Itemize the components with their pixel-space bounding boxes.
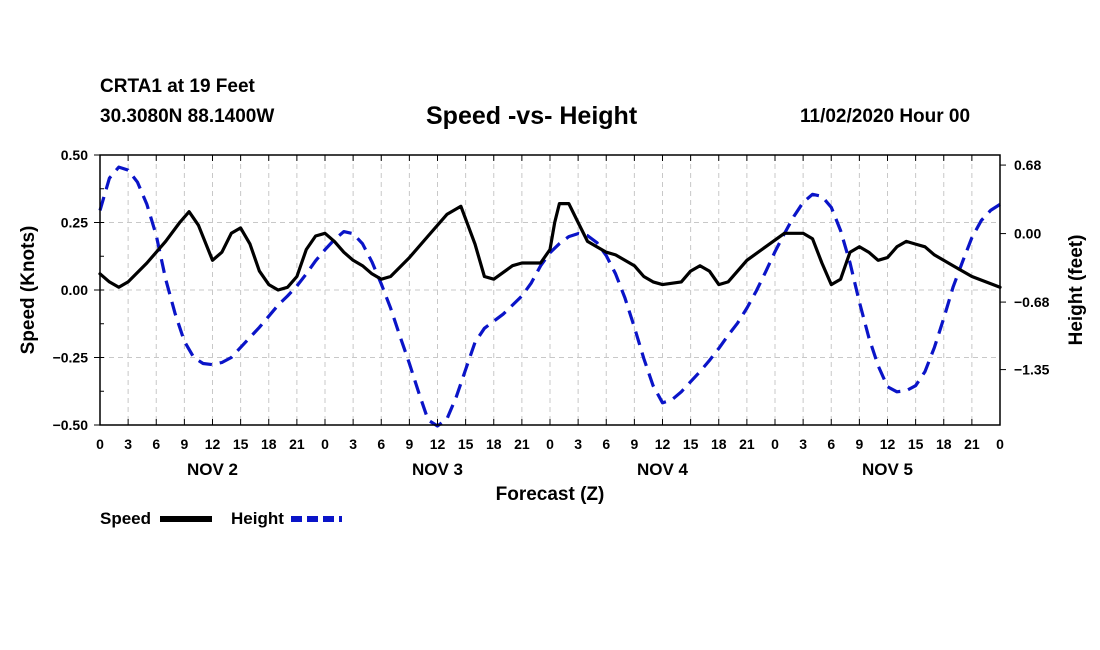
x-tick-label: 18 [261,436,277,452]
y-right-tick-label: 0.68 [1014,157,1041,173]
legend-height-label: Height [231,509,284,528]
y-left-tick-label: 0.25 [61,215,88,231]
speed-line [98,202,1002,292]
x-tick-label: 6 [377,436,385,452]
axes: 0 3 6 9 12 15 18 21 0 3 6 9 12 15 18 21 0 3 6 9 12 15 18 21 0 3 6 9… [53,147,1050,479]
x-tick-label: 21 [739,436,755,452]
x-tick-label: 6 [827,436,835,452]
day-label: NOV 2 [187,460,238,479]
x-tick-label: 15 [233,436,249,452]
x-tick-label: 3 [799,436,807,452]
y-right-tick-label: −0.68 [1014,294,1050,310]
x-tick-label: 18 [486,436,502,452]
day-label: NOV 3 [412,460,463,479]
x-tick-label: 18 [711,436,727,452]
x-tick-label: 0 [996,436,1004,452]
y-left-tick-label: −0.50 [53,417,89,433]
x-tick-label: 0 [96,436,104,452]
x-tick-label: 0 [546,436,554,452]
y-left-tick-label: 0.50 [61,147,88,163]
x-tick-label: 6 [602,436,610,452]
x-tick-label: 3 [124,436,132,452]
x-tick-label: 9 [630,436,638,452]
y-axis-left-label: Speed (Knots) [18,226,39,355]
x-tick-label: 9 [180,436,188,452]
legend-speed-label: Speed [100,509,152,528]
x-tick-label: 3 [574,436,582,452]
forecast-datetime: 11/02/2020 Hour 00 [800,106,971,127]
x-tick-label: 0 [321,436,329,452]
grid-lines [100,155,1000,425]
x-tick-label: 21 [964,436,980,452]
x-tick-label: 6 [152,436,160,452]
chart-title: Speed -vs- Height [426,102,638,130]
station-coordinates: 30.3080N 88.1400W [100,106,275,127]
station-name: CRTA1 at 19 Feet [100,76,255,97]
x-tick-label: 21 [514,436,530,452]
y-axis-right-label: Height (feet) [1066,235,1087,346]
y-right-tick-label: −1.35 [1014,362,1050,378]
x-tick-label: 18 [936,436,952,452]
y-left-tick-label: 0.00 [61,282,88,298]
height-series [98,165,1001,428]
day-label: NOV 5 [862,460,913,479]
speed-series [98,202,1002,292]
x-tick-label: 21 [289,436,305,452]
x-tick-label: 15 [683,436,699,452]
x-tick-label: 12 [430,436,446,452]
day-label: NOV 4 [637,460,689,479]
x-tick-label: 12 [205,436,221,452]
x-tick-label: 9 [405,436,413,452]
height-line [98,165,1001,428]
x-tick-label: 0 [771,436,779,452]
x-tick-label: 12 [880,436,896,452]
x-tick-label: 15 [458,436,474,452]
x-axis-label: Forecast (Z) [496,484,605,505]
x-tick-label: 3 [349,436,357,452]
x-tick-label: 9 [855,436,863,452]
x-tick-label: 12 [655,436,671,452]
x-tick-label: 15 [908,436,924,452]
y-left-tick-label: −0.25 [53,350,89,366]
y-right-tick-label: 0.00 [1014,226,1041,242]
